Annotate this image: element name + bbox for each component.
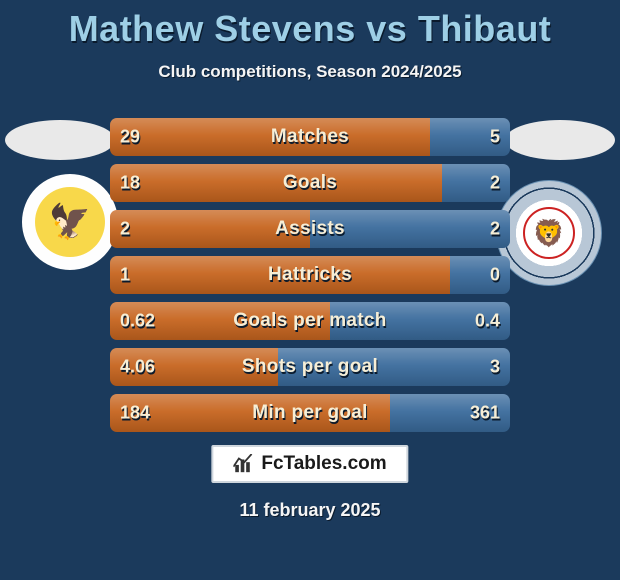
stat-bar: 10Hattricks	[110, 256, 510, 294]
stat-label: Hattricks	[110, 264, 510, 286]
club-crest-right-glyph: 🦁	[523, 207, 575, 259]
stat-label: Shots per goal	[110, 356, 510, 378]
stat-bar: 22Assists	[110, 210, 510, 248]
stat-label: Goals	[110, 172, 510, 194]
site-logo-text: FcTables.com	[261, 453, 386, 475]
page-subtitle: Club competitions, Season 2024/2025	[0, 62, 620, 82]
stat-label: Min per goal	[110, 402, 510, 424]
stat-label: Assists	[110, 218, 510, 240]
page-title: Mathew Stevens vs Thibaut	[0, 0, 620, 50]
stats-bars-container: 295Matches 182Goals 22Assists 10Hattricks 0.…	[110, 118, 510, 440]
club-crest-right: 🦁	[496, 180, 602, 286]
club-crest-left: 🦅	[20, 172, 120, 272]
stat-bar: 0.620.4Goals per match	[110, 302, 510, 340]
stat-label: Goals per match	[110, 310, 510, 332]
stat-bar: 182Goals	[110, 164, 510, 202]
generation-date: 11 february 2025	[0, 500, 620, 521]
player-right-photo-placeholder	[505, 120, 615, 160]
stat-bar: 4.063Shots per goal	[110, 348, 510, 386]
site-logo-icon	[233, 454, 255, 474]
player-left-photo-placeholder	[5, 120, 115, 160]
stat-bar: 184361Min per goal	[110, 394, 510, 432]
site-logo: FcTables.com	[211, 445, 408, 483]
stat-label: Matches	[110, 126, 510, 148]
stat-bar: 295Matches	[110, 118, 510, 156]
club-crest-left-glyph: 🦅	[35, 187, 105, 257]
